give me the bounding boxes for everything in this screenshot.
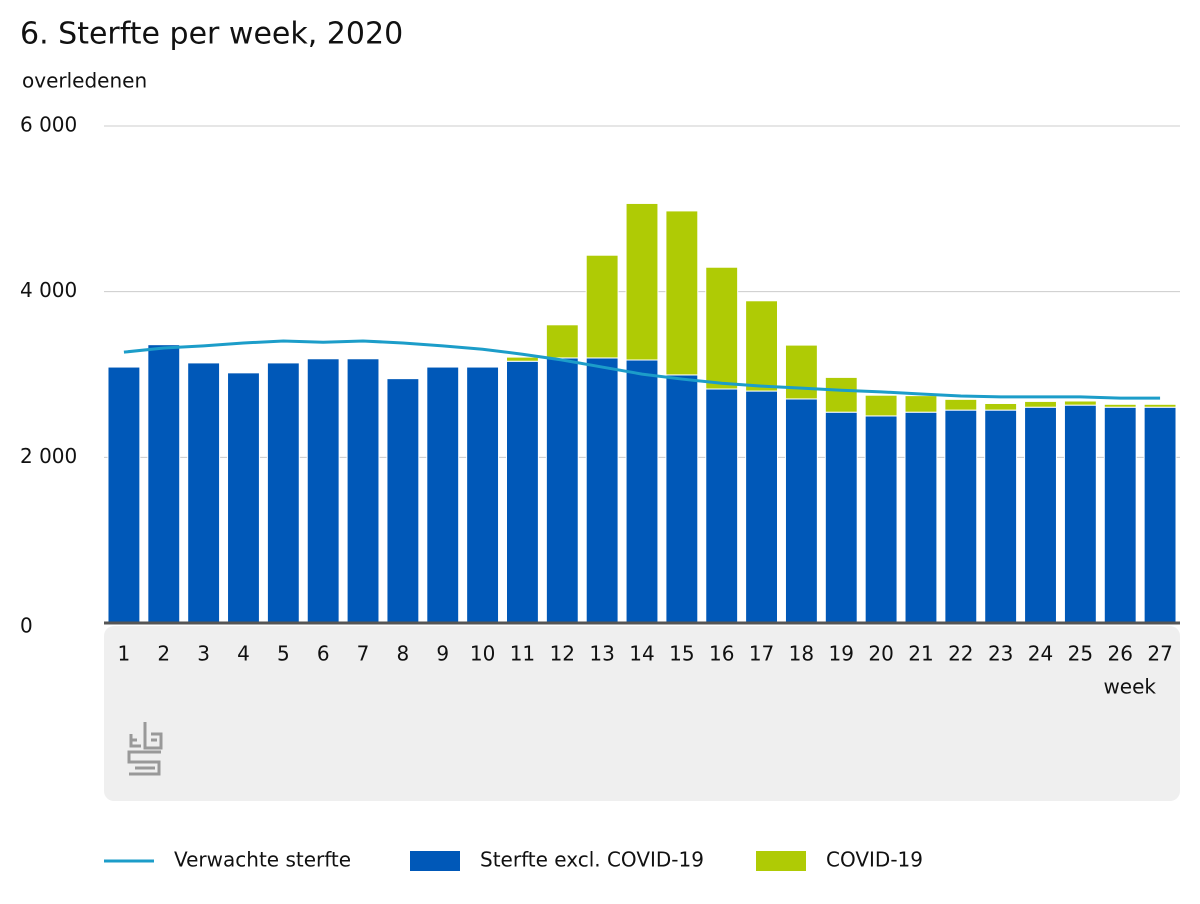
bar [386, 378, 420, 624]
bar [147, 344, 181, 624]
bar [745, 390, 778, 624]
bar [187, 362, 221, 624]
bar [705, 266, 739, 390]
x-tick-label: 2 [157, 642, 170, 666]
bar [745, 300, 778, 392]
x-axis-label: week [1103, 675, 1156, 699]
bar [944, 409, 978, 624]
bar [1063, 400, 1097, 406]
bar [1103, 406, 1137, 624]
logo [127, 722, 163, 776]
bar [1024, 400, 1057, 408]
bar [466, 366, 500, 624]
bar [346, 358, 380, 624]
y-tick-label: 6 000 [20, 113, 77, 137]
x-tick-label: 12 [550, 642, 575, 666]
chart-title: 6. Sterfte per week, 2020 [20, 17, 403, 52]
bar [984, 402, 1018, 411]
legend-label: Verwachte sterfte [174, 848, 351, 872]
bar [904, 411, 938, 624]
bar [864, 415, 898, 624]
y-tick-label: 0 [20, 614, 33, 638]
x-tick-label: 18 [789, 642, 814, 666]
x-tick-label: 9 [436, 642, 449, 666]
bar [545, 357, 579, 624]
x-tick-label: 14 [629, 642, 654, 666]
bar [784, 344, 818, 400]
x-tick-label: 16 [709, 642, 734, 666]
bar [1103, 403, 1137, 408]
x-tick-label: 3 [197, 642, 210, 666]
bar [585, 357, 619, 624]
bar [426, 366, 460, 624]
x-tick-label: 5 [277, 642, 290, 666]
bar [625, 202, 659, 361]
x-tick-label: 20 [868, 642, 893, 666]
x-tick-label: 23 [988, 642, 1013, 666]
bar [904, 395, 938, 413]
line [123, 339, 1161, 400]
x-tick-label: 8 [397, 642, 410, 666]
bar [306, 358, 340, 624]
bar [1024, 406, 1057, 624]
x-tick-label: 11 [510, 642, 535, 666]
x-tick-label: 27 [1147, 642, 1172, 666]
axis-panel [104, 626, 1180, 801]
bar [665, 210, 699, 376]
x-tick-label: 7 [357, 642, 370, 666]
y-axis-label: overledenen [22, 69, 147, 93]
bar [1143, 406, 1177, 624]
legend-label: Sterfte excl. COVID-19 [480, 848, 704, 872]
x-tick-label: 21 [908, 642, 933, 666]
x-tick-label: 6 [317, 642, 330, 666]
bar [545, 324, 579, 359]
bar [864, 394, 898, 417]
bar [625, 359, 659, 624]
x-tick-label: 13 [589, 642, 614, 666]
x-tick-label: 24 [1028, 642, 1053, 666]
x-tick-label: 1 [118, 642, 131, 666]
bar [705, 388, 739, 624]
x-tick-label: 10 [470, 642, 495, 666]
bar [824, 411, 858, 624]
x-tick-label: 4 [237, 642, 250, 666]
bar [107, 366, 141, 624]
legend-swatch [410, 851, 460, 871]
bar [227, 372, 260, 624]
bar [944, 398, 978, 411]
bar [1143, 403, 1177, 408]
bar [984, 409, 1018, 624]
x-tick-label: 25 [1068, 642, 1093, 666]
bar [784, 398, 818, 624]
legend-swatch [756, 851, 806, 871]
x-tick-label: 15 [669, 642, 694, 666]
bar [665, 374, 699, 624]
bar [585, 254, 619, 359]
x-tick-label: 22 [948, 642, 973, 666]
bar [824, 376, 858, 413]
bar [506, 360, 539, 624]
bar [1063, 404, 1097, 624]
y-tick-label: 2 000 [20, 444, 77, 468]
legend-label: COVID-19 [826, 848, 923, 872]
x-tick-label: 17 [749, 642, 774, 666]
bar [266, 362, 300, 624]
y-tick-label: 4 000 [20, 278, 77, 302]
x-tick-label: 26 [1107, 642, 1132, 666]
x-tick-label: 19 [829, 642, 854, 666]
bar [506, 356, 539, 362]
